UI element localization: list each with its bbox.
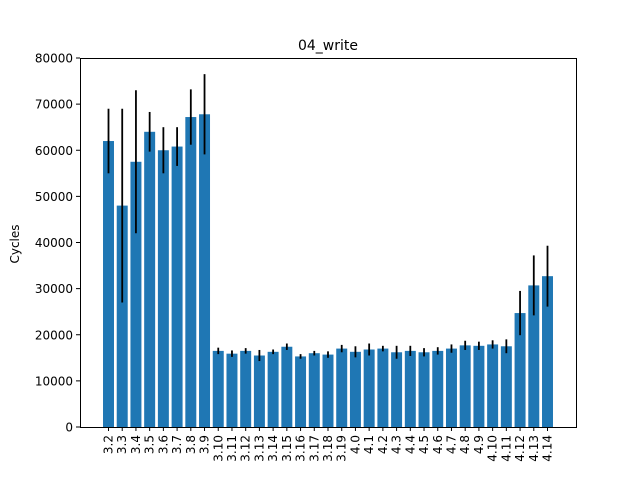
y-tick-label-0: 0 — [65, 421, 73, 435]
y-tick-label-80000: 80000 — [35, 52, 73, 66]
x-tick-label-3.7: 3.7 — [170, 435, 184, 454]
x-tick-label-4.12: 4.12 — [513, 435, 527, 462]
x-tick-label-4.9: 4.9 — [472, 435, 486, 454]
x-tick-label-4.11: 4.11 — [499, 435, 513, 462]
y-tick-label-30000: 30000 — [35, 282, 73, 296]
bar-4.14 — [542, 276, 553, 427]
x-tick-label-3.6: 3.6 — [156, 435, 170, 454]
x-tick-label-4.13: 4.13 — [527, 435, 541, 462]
x-tick-label-3.19: 3.19 — [335, 435, 349, 462]
bar-4.0 — [349, 351, 361, 427]
bar-3.18 — [322, 354, 334, 427]
bar-3.19 — [336, 348, 348, 427]
x-tick-label-4.8: 4.8 — [458, 435, 472, 454]
x-tick-label-3.13: 3.13 — [252, 435, 266, 462]
x-tick-label-4.4: 4.4 — [403, 435, 417, 454]
x-tick-label-4.5: 4.5 — [417, 435, 431, 454]
bar-4.4 — [404, 350, 416, 427]
bar-4.13 — [528, 285, 540, 427]
bars-group — [103, 114, 553, 428]
x-tick-label-3.17: 3.17 — [307, 435, 321, 462]
x-tick-label-4.6: 4.6 — [431, 435, 445, 454]
y-axis-label: Cycles — [8, 224, 22, 263]
bar-4.8 — [459, 345, 471, 427]
y-tick-label-60000: 60000 — [35, 144, 73, 158]
x-tick-label-3.3: 3.3 — [115, 435, 129, 454]
x-tick-label-4.1: 4.1 — [362, 435, 376, 454]
bar-4.7 — [445, 348, 457, 427]
x-tick-label-4.2: 4.2 — [376, 435, 390, 454]
bar-3.7 — [171, 146, 183, 427]
error-bars-group — [107, 74, 549, 362]
bar-3.5 — [144, 131, 156, 428]
x-tick-label-3.5: 3.5 — [143, 435, 157, 454]
bar-3.15 — [281, 346, 293, 427]
x-tick-label-3.12: 3.12 — [239, 435, 253, 462]
bar-3.13 — [253, 355, 265, 427]
bar-3.4 — [130, 161, 142, 427]
bar-3.11 — [226, 353, 238, 427]
bar-4.6 — [432, 350, 444, 427]
x-axis-ticks: 3.2 3.3 3.4 3.5 3.6 3.7 3.8 3.9 3.10 3.11 3.12 3.13… — [102, 427, 555, 462]
x-tick-label-4.10: 4.10 — [486, 435, 500, 462]
bar-4.11 — [500, 346, 512, 427]
x-tick-label-3.15: 3.15 — [280, 435, 294, 462]
bar-3.14 — [267, 351, 279, 427]
y-tick-label-50000: 50000 — [35, 190, 73, 204]
bar-4.9 — [473, 345, 485, 427]
x-tick-label-4.3: 4.3 — [390, 435, 404, 454]
y-tick-label-40000: 40000 — [35, 236, 73, 250]
chart-title: 04_write — [298, 38, 358, 54]
plot-frame — [80, 58, 577, 428]
bar-3.17 — [308, 353, 320, 427]
x-tick-label-3.18: 3.18 — [321, 435, 335, 462]
bar-4.5 — [418, 352, 430, 427]
bar-4.12 — [514, 313, 526, 427]
bar-4.2 — [377, 348, 389, 427]
y-tick-label-20000: 20000 — [35, 328, 73, 342]
x-tick-label-4.7: 4.7 — [444, 435, 458, 454]
bar-3.2 — [103, 141, 114, 427]
bar-4.10 — [487, 344, 499, 427]
bar-3.16 — [295, 356, 307, 427]
y-tick-label-70000: 70000 — [35, 98, 73, 112]
x-tick-label-4.14: 4.14 — [541, 435, 555, 462]
y-tick-label-10000: 10000 — [35, 374, 73, 388]
bar-3.9 — [199, 114, 211, 428]
bar-3.8 — [185, 117, 197, 427]
bar-4.3 — [391, 352, 403, 427]
x-tick-label-3.16: 3.16 — [294, 435, 308, 462]
x-tick-label-3.4: 3.4 — [129, 435, 143, 454]
x-tick-label-3.8: 3.8 — [184, 435, 198, 454]
bar-3.6 — [157, 150, 169, 427]
bar-3.10 — [212, 350, 224, 427]
x-tick-label-3.10: 3.10 — [211, 435, 225, 462]
y-axis-ticks: 0 10000 20000 30000 40000 50000 60000 70000 8000… — [35, 52, 80, 435]
x-tick-label-3.2: 3.2 — [102, 435, 116, 454]
x-tick-label-3.9: 3.9 — [198, 435, 212, 454]
x-tick-label-3.14: 3.14 — [266, 435, 280, 462]
x-tick-label-3.11: 3.11 — [225, 435, 239, 462]
bar-3.3 — [116, 205, 128, 427]
bar-4.1 — [363, 349, 375, 427]
x-tick-label-4.0: 4.0 — [348, 435, 362, 454]
bar-3.12 — [240, 350, 252, 427]
